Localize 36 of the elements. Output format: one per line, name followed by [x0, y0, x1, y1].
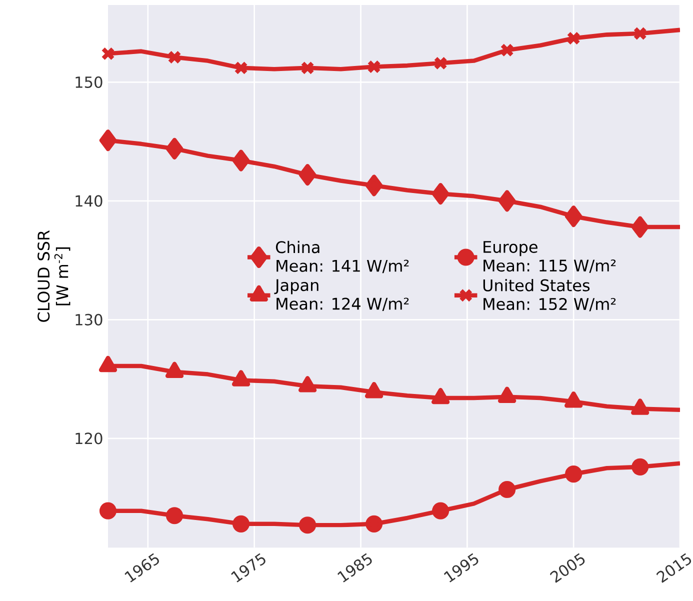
point [367, 60, 381, 74]
point [631, 216, 649, 238]
point [365, 174, 383, 196]
point [99, 130, 117, 152]
point [565, 466, 582, 483]
y-axis-title: CLOUD SSR [W m$^{-2}$] [38, 230, 70, 322]
y-tick-label: 120 [76, 432, 102, 444]
point [498, 481, 516, 498]
point [232, 516, 250, 533]
y-tick-label: 130 [76, 314, 102, 326]
point [234, 61, 248, 75]
point [166, 138, 184, 160]
point [168, 50, 182, 64]
point [566, 32, 580, 46]
legend-label: United States Mean: 152 W/m² [483, 279, 616, 312]
legend-label: Japan Mean: 124 W/m² [274, 279, 409, 312]
point [500, 43, 514, 58]
point [633, 26, 647, 41]
point [498, 190, 516, 212]
point [166, 507, 184, 524]
point [300, 61, 314, 75]
point [99, 502, 117, 520]
point [434, 56, 448, 70]
legend-label: Europe Mean: 115 W/m² [484, 241, 616, 274]
point [564, 206, 582, 228]
point [432, 502, 450, 520]
point [101, 47, 115, 61]
y-tick-label: 150 [76, 76, 102, 88]
point [632, 458, 649, 476]
point [298, 164, 316, 186]
point [432, 183, 450, 205]
point [299, 516, 316, 534]
point [366, 516, 383, 533]
y-tick-label: 140 [76, 195, 102, 207]
legend-label: China Mean: 141 W/m² [276, 241, 409, 274]
point [232, 150, 250, 172]
